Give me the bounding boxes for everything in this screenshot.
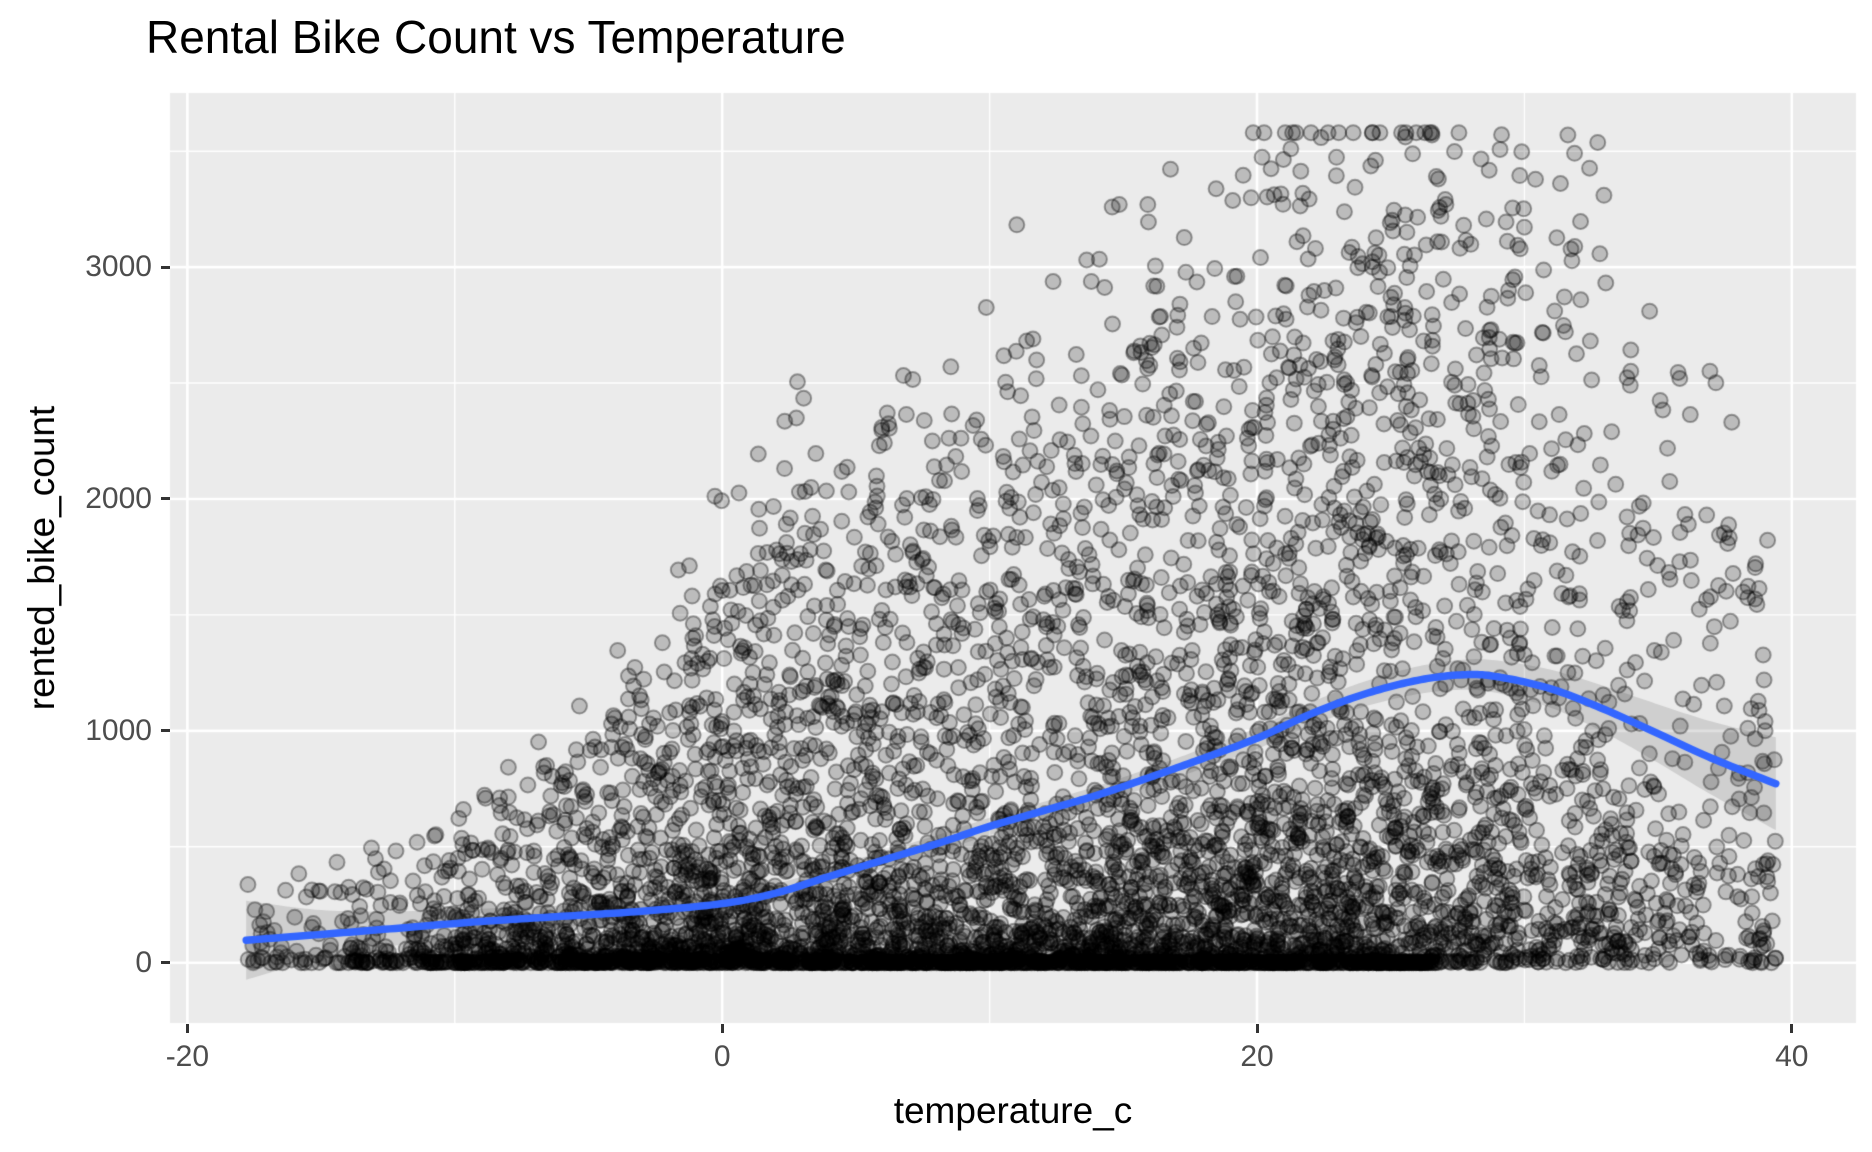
x-tick-label: 20 xyxy=(1240,1040,1274,1073)
y-tick-label: 2000 xyxy=(85,481,152,515)
x-axis-title: temperature_c xyxy=(893,1090,1133,1131)
y-axis-title: rented_bike_count xyxy=(21,405,62,711)
x-tick-label: 40 xyxy=(1775,1040,1809,1073)
x-tick-label: -20 xyxy=(165,1040,210,1073)
y-tick-mark xyxy=(161,961,170,965)
y-tick-label: 3000 xyxy=(85,250,152,284)
chart-title: Rental Bike Count vs Temperature xyxy=(146,11,846,63)
x-tick-mark xyxy=(1790,1024,1794,1033)
x-tick-label: 0 xyxy=(713,1040,731,1073)
y-tick-mark xyxy=(161,265,170,269)
y-tick-mark xyxy=(161,729,170,733)
x-tick-mark xyxy=(185,1024,189,1033)
y-tick-label: 1000 xyxy=(85,713,152,747)
y-tick-mark xyxy=(161,497,170,501)
x-tick-mark xyxy=(720,1024,724,1033)
x-tick-mark xyxy=(1255,1024,1259,1033)
y-tick-label: 0 xyxy=(135,945,152,979)
